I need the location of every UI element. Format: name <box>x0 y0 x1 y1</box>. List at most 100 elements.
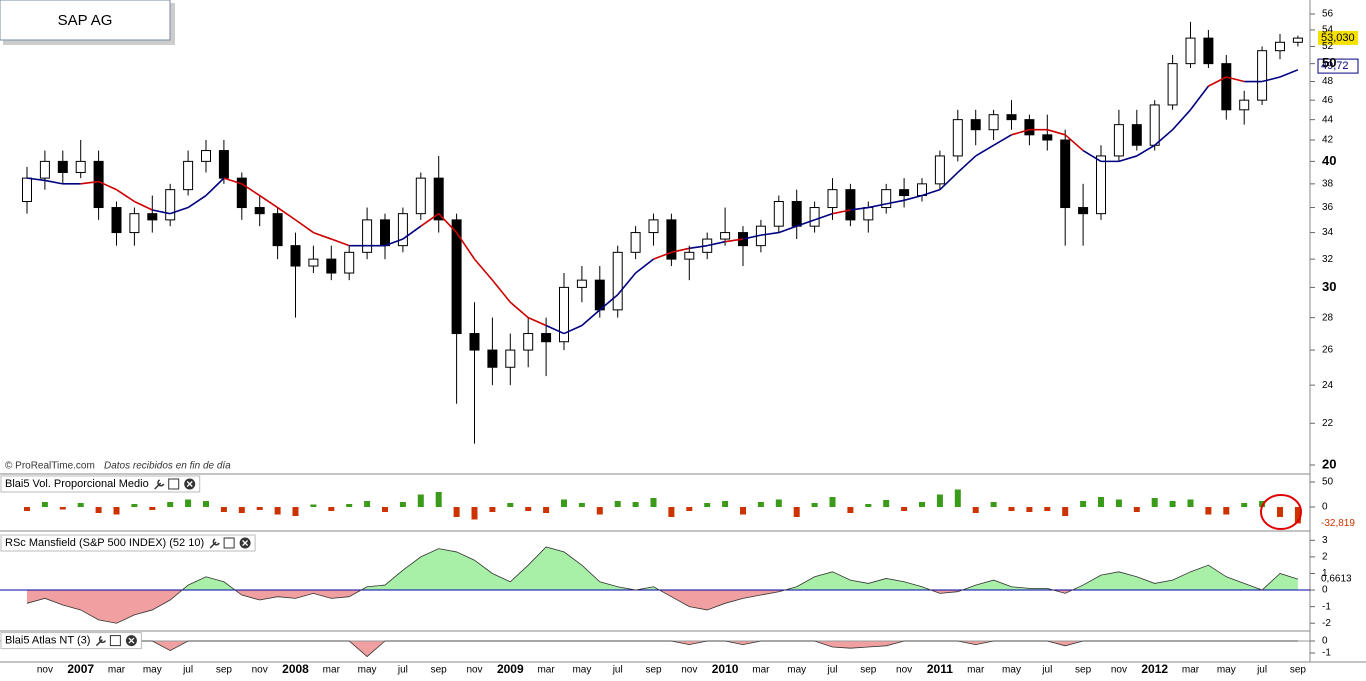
source: © ProRealTime.com <box>5 461 95 472</box>
moving-average <box>796 219 815 227</box>
moving-average <box>277 206 296 221</box>
x-tick-label: nov <box>1111 665 1127 676</box>
bar <box>561 499 567 507</box>
candle-body <box>451 219 462 335</box>
x-tick-label: mar <box>537 665 555 676</box>
x-tick-label: jul <box>397 665 408 676</box>
x-tick-label: nov <box>681 665 697 676</box>
x-tick-label: sep <box>860 665 877 676</box>
bar <box>596 507 603 515</box>
settings-icon[interactable] <box>209 538 220 549</box>
candle-body <box>970 119 981 131</box>
y-tick-label: 50 <box>1322 477 1334 488</box>
candle-body <box>236 177 247 209</box>
candle-body <box>899 189 910 197</box>
bar <box>1026 507 1033 512</box>
candle-body <box>1078 207 1089 215</box>
settings-icon[interactable] <box>154 479 165 490</box>
close-x <box>128 637 135 644</box>
bar <box>650 498 657 507</box>
moving-average <box>832 209 851 215</box>
candle-body <box>934 155 945 185</box>
y-tick-label: 54 <box>1322 25 1334 36</box>
moving-average <box>814 212 833 221</box>
x-tick-label: nov <box>466 665 482 676</box>
y-tick-label: 0 <box>1322 585 1328 596</box>
window-icon[interactable] <box>109 635 121 647</box>
bar <box>113 507 120 515</box>
window-icon[interactable] <box>223 537 235 549</box>
moving-average <box>331 238 350 247</box>
candle-body <box>952 119 963 157</box>
moving-average <box>205 177 225 197</box>
y-tick-label: -1 <box>1322 601 1331 612</box>
x-tick-label: mar <box>108 665 126 676</box>
moving-average <box>635 258 654 274</box>
candle-body <box>1024 119 1035 136</box>
x-tick-label: mar <box>967 665 985 676</box>
moving-average <box>545 324 565 335</box>
bar <box>1277 507 1283 517</box>
moving-average <box>886 199 905 205</box>
y-tick-label: 20 <box>1322 456 1336 471</box>
bar <box>578 503 585 507</box>
candle-body <box>541 333 552 343</box>
candle-body <box>523 333 534 351</box>
bar <box>453 507 460 517</box>
candle-body <box>1096 155 1106 215</box>
candle-body <box>1149 104 1160 146</box>
moving-average <box>509 301 529 319</box>
bar <box>1205 507 1212 515</box>
moving-average <box>1064 134 1084 152</box>
moving-average <box>473 258 494 281</box>
candle-body <box>22 177 32 202</box>
moving-average <box>223 177 243 185</box>
bar <box>1169 501 1176 507</box>
x-tick-label: 2010 <box>712 662 739 676</box>
bar <box>740 507 746 515</box>
moving-average <box>80 180 99 185</box>
bar <box>954 489 961 507</box>
candle-body <box>1203 37 1214 65</box>
candle-body <box>129 213 140 234</box>
x-tick-label: mar <box>752 665 770 676</box>
candle-body <box>57 160 68 173</box>
x-tick-label: nov <box>896 665 912 676</box>
bar <box>77 503 84 507</box>
bar <box>972 507 979 513</box>
y-tick-label: 32 <box>1322 254 1334 265</box>
candle-body <box>863 207 874 221</box>
bar <box>59 507 66 510</box>
bar <box>936 494 943 507</box>
ma-last-label: 49,72 <box>1321 60 1349 72</box>
candle-body <box>988 114 999 131</box>
window-icon[interactable] <box>168 478 180 490</box>
area-positive <box>182 546 1298 591</box>
bar <box>811 503 818 507</box>
candle-body <box>505 349 516 368</box>
candle-body <box>1042 134 1053 141</box>
bar <box>220 507 227 512</box>
last-price-box <box>1318 30 1358 45</box>
moving-average <box>689 244 708 250</box>
candle-body <box>487 349 498 368</box>
close-x <box>186 481 193 487</box>
note: Datos recibidos en fin de día <box>104 461 231 472</box>
y-tick-label: 0 <box>1322 502 1328 513</box>
y-tick-label: 24 <box>1322 380 1334 391</box>
bar <box>990 502 997 507</box>
candle-body <box>326 258 337 274</box>
candle-body <box>1275 41 1285 52</box>
candle-body <box>201 150 211 162</box>
bar <box>238 507 245 513</box>
x-tick-label: sep <box>216 665 233 676</box>
bar <box>632 502 639 507</box>
bar <box>1294 507 1301 524</box>
candle-body <box>111 207 122 234</box>
moving-average <box>850 206 869 211</box>
moving-average <box>939 171 959 191</box>
settings-icon[interactable] <box>95 635 107 647</box>
moving-average <box>26 177 46 182</box>
bar <box>1133 507 1140 512</box>
moving-average <box>868 203 887 209</box>
